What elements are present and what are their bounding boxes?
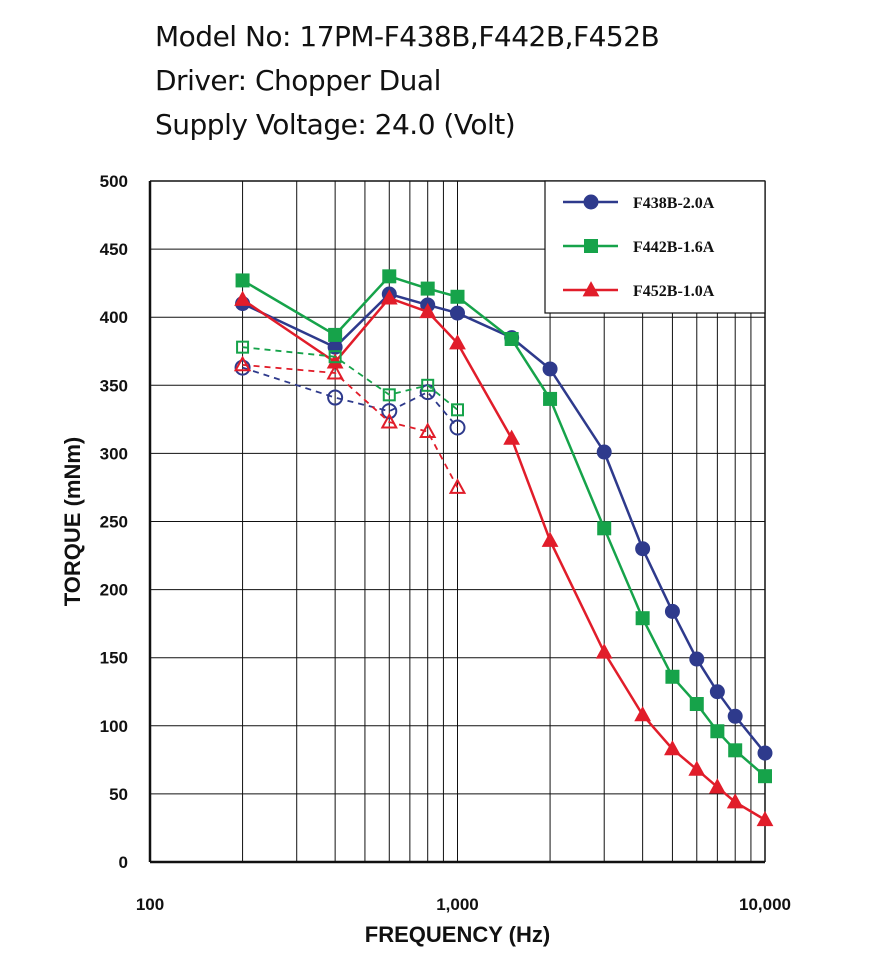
data-point-square [382, 269, 397, 284]
data-point-circle [757, 745, 773, 761]
data-point-square [328, 350, 342, 364]
title-supply-voltage: Supply Voltage: 24.0 (Volt) [155, 108, 516, 141]
title-driver: Driver: Chopper Dual [155, 64, 441, 97]
data-point-triangle [380, 289, 398, 305]
series-line [241, 296, 766, 821]
data-point-circle [381, 403, 398, 420]
legend-item: F438B-2.0A [563, 194, 715, 212]
y-tick-label: 400 [100, 308, 128, 327]
series-line [242, 346, 459, 411]
y-tick-label: 300 [100, 444, 128, 463]
data-point-triangle [708, 778, 726, 794]
data-point-circle [664, 603, 680, 619]
y-tick-label: 0 [119, 853, 128, 872]
data-point-square [635, 611, 650, 626]
title-model: Model No: 17PM-F438B,F442B,F452B [155, 20, 660, 53]
data-point-triangle [234, 290, 251, 306]
legend-label: F438B-2.0A [633, 195, 715, 212]
data-point-circle [689, 651, 705, 667]
data-point-triangle [688, 760, 706, 776]
y-tick-label: 50 [109, 785, 128, 804]
data-point-triangle [664, 740, 681, 756]
legend-label: F442B-1.6A [633, 239, 715, 256]
legend-label: F452B-1.0A [633, 283, 715, 300]
data-point-square [543, 391, 558, 406]
y-axis-title: TORQUE (mNm) [60, 437, 85, 607]
data-point-square [421, 378, 435, 392]
y-tick-label: 450 [100, 240, 128, 259]
data-point-square [758, 769, 772, 784]
data-point-triangle [449, 334, 466, 350]
series-6 [233, 355, 467, 494]
y-tick-label: 500 [100, 172, 128, 191]
data-point-circle [635, 541, 651, 557]
y-tick-label: 200 [100, 581, 128, 600]
data-point-triangle [541, 531, 559, 547]
data-point-circle [596, 444, 612, 460]
data-point-square [597, 521, 612, 536]
series-5 [236, 340, 464, 417]
data-point-square [235, 273, 250, 288]
data-point-triangle [582, 281, 600, 297]
data-point-circle [709, 684, 725, 700]
data-point-triangle [326, 353, 344, 369]
legend: F438B-2.0A F442B-1.6A F452B-1.0A [544, 180, 766, 314]
series-2 [235, 269, 772, 784]
x-tick-label: 100 [136, 895, 164, 914]
data-point-square [420, 281, 435, 296]
x-axis-title: FREQUENCY (Hz) [365, 922, 550, 947]
y-tick-label: 150 [100, 649, 128, 668]
data-point-square [689, 697, 704, 712]
data-point-triangle [756, 810, 774, 827]
series-line [242, 364, 459, 488]
data-point-triangle [233, 355, 252, 372]
series-4 [234, 359, 466, 436]
series-line [242, 366, 459, 429]
data-point-triangle [503, 429, 521, 445]
data-point-square [451, 403, 464, 417]
legend-item: F452B-1.0A [563, 281, 715, 300]
y-tick-label: 100 [100, 717, 128, 736]
data-point-triangle [326, 363, 344, 380]
x-tick-label: 10,000 [739, 895, 791, 914]
data-point-square [382, 388, 396, 402]
x-tick-label: 1,000 [436, 895, 479, 914]
y-tick-label: 350 [100, 376, 128, 395]
legend-item: F442B-1.6A [563, 239, 715, 256]
data-point-circle [450, 305, 465, 321]
data-point-triangle [595, 643, 613, 659]
data-point-square [728, 743, 743, 758]
data-point-square [450, 289, 465, 304]
data-point-circle [327, 389, 344, 406]
data-point-triangle [448, 478, 467, 494]
y-tick-label: 250 [100, 513, 128, 532]
data-point-circle [583, 194, 599, 210]
data-point-triangle [419, 422, 437, 439]
data-point-square [710, 724, 725, 739]
data-point-triangle [726, 793, 744, 809]
data-point-square [584, 239, 598, 253]
data-point-circle [234, 359, 251, 376]
data-point-triangle [419, 302, 437, 319]
data-point-square [236, 340, 250, 354]
data-point-triangle [380, 412, 398, 429]
data-point-triangle [634, 706, 652, 722]
data-point-square [665, 669, 680, 684]
data-point-circle [727, 708, 743, 724]
data-point-circle [449, 419, 466, 436]
data-point-square [504, 331, 519, 346]
data-point-circle [542, 361, 558, 377]
data-point-square [328, 327, 343, 342]
series-3 [234, 289, 774, 827]
